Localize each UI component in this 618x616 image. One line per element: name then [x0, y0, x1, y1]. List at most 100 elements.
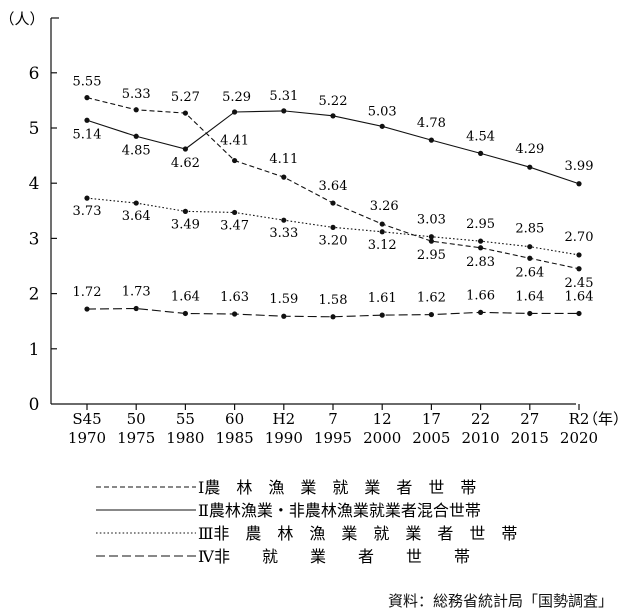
y-tick-label: 2: [29, 285, 40, 305]
data-label: 1.61: [368, 291, 397, 306]
data-point: [379, 123, 385, 129]
data-point: [182, 146, 188, 152]
data-label: 5.55: [73, 75, 102, 90]
data-label: 2.83: [466, 255, 495, 270]
data-points: [84, 95, 582, 320]
data-point: [527, 255, 533, 261]
x-tick-label-era: 7: [328, 410, 338, 428]
data-point: [379, 221, 385, 227]
data-point: [232, 311, 238, 317]
x-tick-label-year: 2015: [511, 429, 549, 447]
data-label: 1.73: [122, 285, 151, 300]
y-tick-label: 6: [29, 64, 40, 84]
data-label: 5.03: [368, 104, 397, 119]
x-tick-label-era: 27: [520, 410, 539, 428]
legend-label-3: Ⅲ非 農 林 漁 業 就 業 者 世 帯: [198, 524, 517, 543]
data-point: [379, 312, 385, 318]
tick-labels: 0123456（人）S451970501975551980601985H2199…: [0, 10, 618, 447]
data-label: 4.54: [466, 129, 495, 144]
x-tick-label-year: 1980: [166, 429, 204, 447]
data-labels: 5.55 5.33 5.27 4.41 4.11 3.64 3.26 2.95 2.83 2.64…: [73, 75, 594, 308]
data-label: 1.59: [269, 292, 298, 307]
data-label: 5.27: [171, 90, 200, 105]
data-label: 1.64: [171, 289, 200, 304]
data-label: 4.41: [220, 134, 249, 149]
data-label: 2.95: [417, 248, 446, 263]
source-note: 資料：総務省統計局「国勢調査」: [388, 592, 614, 610]
legend-label-4: Ⅳ非 就 業 者 世 帯: [198, 547, 470, 566]
series-line-2: [86, 110, 580, 185]
data-label: 5.29: [222, 90, 251, 105]
data-label: 2.45: [565, 276, 594, 291]
x-tick-label-year: 2020: [560, 429, 598, 447]
data-label: 4.85: [122, 143, 151, 158]
data-label: 1.72: [73, 285, 102, 300]
data-point: [527, 310, 533, 317]
data-point: [133, 305, 139, 312]
data-label: 1.62: [417, 291, 446, 306]
data-point: [428, 238, 434, 244]
y-tick-label: 3: [29, 229, 40, 249]
data-label: 4.78: [417, 116, 446, 131]
data-point: [281, 313, 287, 319]
data-label: 3.99: [565, 159, 594, 174]
x-tick-label-year: 2005: [412, 429, 450, 447]
y-tick-label: 0: [29, 395, 40, 415]
x-tick-label-era: 22: [471, 410, 490, 428]
data-point: [281, 217, 287, 223]
x-tick-label-year: 1995: [314, 429, 352, 447]
x-tick-label-year: 1975: [117, 429, 155, 447]
x-tick-label-era: 55: [176, 410, 195, 428]
data-point: [232, 209, 238, 216]
x-tick-label-era: 17: [422, 410, 441, 428]
x-tick-label-era: 60: [225, 410, 244, 428]
data-point: [478, 150, 484, 156]
x-tick-label-year: 1985: [216, 429, 254, 447]
data-label: 1.64: [565, 289, 594, 304]
y-axis-unit: （人）: [0, 10, 45, 28]
data-point: [576, 181, 582, 187]
x-tick-label-year: 1970: [68, 429, 106, 447]
legend-label-1: Ⅰ農 林 漁 業 就 業 者 世 帯: [198, 478, 476, 497]
legend-label-2: Ⅱ農林漁業・非農林漁業就業者混合世帯: [198, 501, 481, 520]
x-axis-unit: （年）: [583, 410, 618, 428]
legend: Ⅰ農 林 漁 業 就 業 者 世 帯 Ⅱ農林漁業・非農林漁業就業者混合世帯 Ⅲ非 農…: [96, 478, 517, 566]
data-label: 3.64: [319, 179, 348, 194]
data-label: 3.64: [122, 209, 151, 224]
data-point: [232, 157, 238, 164]
series-lines: [86, 97, 580, 318]
data-label: 2.70: [565, 230, 594, 245]
data-point: [330, 224, 336, 230]
x-tick-label-era: R2: [569, 410, 590, 428]
data-label: 3.20: [319, 233, 348, 248]
data-point: [182, 310, 188, 317]
data-point: [478, 245, 484, 251]
x-tick-label-year: 1990: [265, 429, 303, 447]
data-label: 2.64: [515, 265, 544, 280]
data-point: [576, 310, 582, 317]
data-point: [576, 266, 582, 272]
data-label: 4.11: [269, 152, 298, 167]
data-label: 2.95: [466, 217, 495, 232]
x-tick-label-era: 50: [127, 410, 146, 428]
data-point: [428, 234, 434, 240]
y-tick-label: 1: [29, 340, 40, 360]
data-label: 1.58: [319, 293, 348, 308]
data-point: [281, 108, 287, 114]
data-label: 5.33: [122, 87, 151, 102]
data-point: [281, 174, 287, 180]
x-tick-label-era: H2: [272, 410, 295, 428]
axes: [50, 17, 580, 410]
data-label: 3.33: [269, 226, 298, 241]
y-tick-label: 4: [29, 174, 40, 194]
x-tick-label-year: 2010: [462, 429, 500, 447]
data-point: [182, 208, 188, 214]
data-label: 3.12: [368, 238, 397, 253]
data-point: [428, 311, 434, 318]
data-point: [527, 164, 533, 170]
data-label: 3.73: [73, 204, 102, 219]
data-label: 1.64: [515, 289, 544, 304]
data-point: [478, 238, 484, 244]
data-label: 5.14: [73, 127, 102, 142]
